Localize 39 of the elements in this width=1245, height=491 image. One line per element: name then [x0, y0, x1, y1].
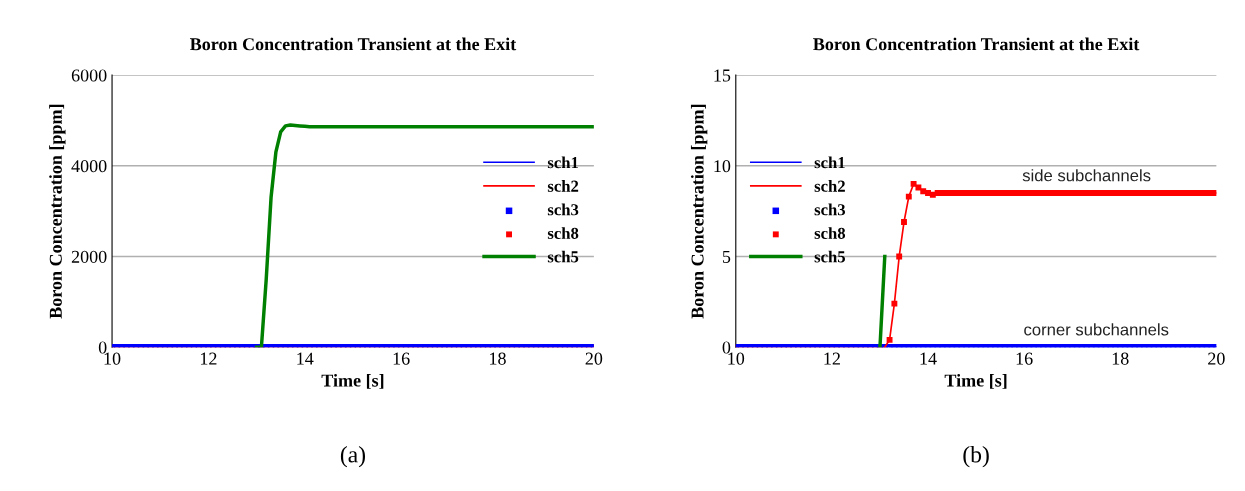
x-axis-title: Time [s] — [944, 373, 1007, 389]
legend-label: sch3 — [547, 203, 579, 216]
legend-label: sch5 — [547, 250, 579, 263]
y-axis-title: Boron Concentration [ppm] — [49, 104, 66, 319]
y-axis-title: Boron Concentration [ppm] — [690, 104, 708, 319]
legend-label: sch8 — [814, 227, 846, 239]
legend-label: sch5 — [814, 250, 846, 263]
chart-title: Boron Concentration Transient at the Exit — [813, 37, 1140, 51]
annotation: corner subchannels — [1024, 323, 1169, 336]
x-tick-label: 18 — [490, 352, 506, 365]
x-tick-label: 16 — [393, 352, 410, 365]
chart-title: Boron Concentration Transient at the Exit — [189, 37, 517, 51]
legend-label: sch1 — [814, 156, 845, 169]
legend-label: sch3 — [814, 203, 846, 216]
text: (b) — [963, 445, 989, 468]
x-tick-label: 20 — [1208, 352, 1225, 365]
text: (a) — [340, 445, 366, 468]
annotation: side subchannels — [1022, 169, 1151, 182]
x-tick-label: 12 — [824, 352, 840, 365]
y-tick-label: 10 — [714, 160, 731, 173]
x-tick-label: 10 — [104, 352, 121, 365]
legend-label: sch8 — [547, 227, 579, 239]
y-tick-label: 15 — [714, 69, 731, 82]
x-tick-label: 14 — [920, 352, 937, 365]
y-tick-label: 2000 — [71, 250, 107, 263]
x-tick-label: 18 — [1112, 352, 1129, 365]
y-tick-label: 0 — [98, 341, 107, 354]
legend-label: sch2 — [547, 180, 579, 192]
x-tick-label: 14 — [297, 352, 314, 365]
y-tick-label: 4000 — [71, 160, 107, 173]
x-axis-title: Time [s] — [321, 373, 384, 389]
x-tick-label: 20 — [585, 352, 603, 365]
legend-label: sch2 — [814, 180, 845, 192]
x-tick-label: 12 — [200, 352, 217, 365]
y-tick-label: 5 — [722, 250, 731, 263]
x-tick-label: 16 — [1016, 352, 1033, 365]
legend-label: sch1 — [547, 156, 578, 169]
y-tick-label: 0 — [722, 341, 731, 354]
y-tick-label: 6000 — [71, 69, 107, 82]
